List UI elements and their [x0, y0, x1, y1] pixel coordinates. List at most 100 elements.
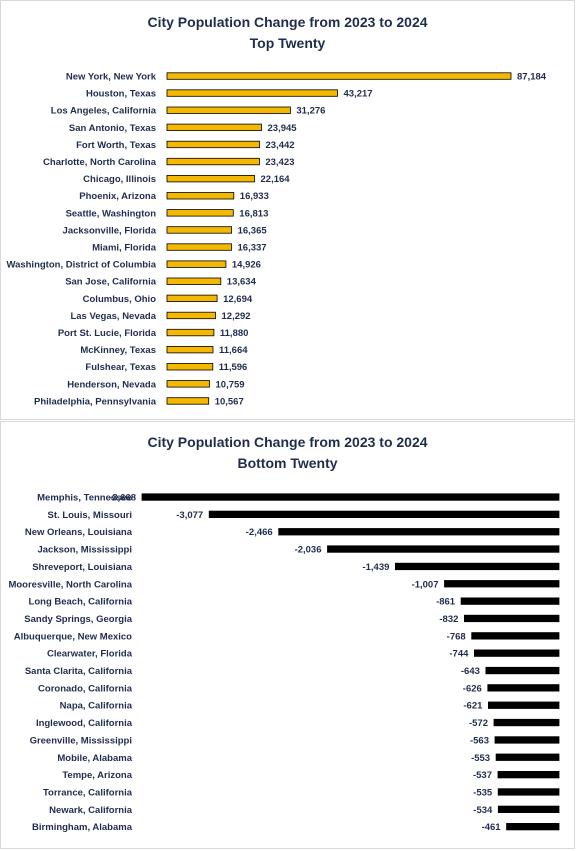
category-label: Port St. Lucie, Florida — [58, 328, 157, 339]
top-twenty-chart: City Population Change from 2023 to 2024… — [0, 0, 575, 420]
data-label: -3,077 — [176, 510, 203, 521]
category-label: Seattle, Washington — [66, 208, 157, 219]
bar — [497, 788, 560, 796]
data-label: -3,668 — [109, 493, 136, 504]
category-label: San Antonio, Texas — [69, 123, 156, 134]
data-label: -2,466 — [246, 527, 273, 538]
data-label: 43,217 — [344, 89, 373, 100]
bar — [208, 510, 560, 518]
bar — [166, 380, 210, 388]
bar — [487, 684, 560, 692]
data-label: -621 — [463, 701, 483, 712]
category-label: Houston, Texas — [86, 89, 156, 100]
data-label: -744 — [449, 649, 469, 660]
category-label: Columbus, Ohio — [83, 294, 157, 305]
bar — [497, 805, 560, 814]
data-label: 87,184 — [517, 72, 547, 83]
data-label: -643 — [461, 666, 480, 677]
data-label: -832 — [439, 614, 458, 625]
data-label: 16,337 — [238, 243, 267, 254]
data-label: 22,164 — [261, 174, 291, 185]
bar — [506, 822, 560, 831]
chart-subtitle: Bottom Twenty — [237, 455, 338, 471]
data-label: -563 — [470, 735, 489, 746]
bar — [327, 545, 560, 553]
bar — [495, 753, 560, 761]
category-label: Santa Clarita, California — [25, 666, 133, 677]
data-label: 10,759 — [216, 379, 245, 390]
data-label: -626 — [463, 683, 482, 694]
category-label: Jackson, Mississippi — [37, 545, 132, 556]
data-label: 31,276 — [296, 106, 325, 117]
bar — [141, 493, 560, 501]
data-label: 16,933 — [240, 191, 269, 202]
bar — [166, 363, 214, 371]
bar — [485, 666, 560, 675]
bar — [166, 140, 260, 149]
chart-title: City Population Change from 2023 to 2024 — [147, 434, 428, 450]
bar — [166, 294, 218, 303]
data-label: -2,036 — [295, 545, 322, 556]
category-label: Clearwater, Florida — [47, 649, 133, 660]
bottom-twenty-plot: Memphis, Tennessee-3,668 St. Louis, Misso… — [8, 493, 560, 833]
category-label: Washington, District of Columbia — [6, 260, 156, 271]
data-label: -861 — [436, 597, 456, 608]
chart-title: City Population Change from 2023 to 2024 — [147, 14, 428, 30]
data-label: 11,596 — [219, 362, 248, 373]
bar — [166, 260, 227, 268]
category-label: Napa, California — [60, 701, 133, 712]
category-label: San Jose, California — [65, 277, 157, 288]
category-label: Coronado, California — [38, 683, 133, 694]
data-label: -537 — [473, 770, 492, 781]
bar — [166, 72, 512, 80]
bar — [473, 649, 560, 657]
category-label: McKinney, Texas — [80, 345, 156, 356]
category-label: Los Angeles, California — [51, 106, 157, 117]
bar — [166, 157, 260, 166]
data-label: 23,442 — [266, 140, 295, 151]
data-label: 23,423 — [265, 157, 294, 168]
data-label: 13,634 — [227, 277, 257, 288]
category-label: Phoenix, Arizona — [79, 191, 156, 202]
bar — [493, 718, 560, 727]
bar — [166, 226, 232, 234]
bar — [166, 311, 216, 320]
data-label: -553 — [471, 753, 490, 764]
bar — [166, 397, 210, 405]
data-label: 11,664 — [219, 345, 248, 356]
bar — [166, 243, 232, 251]
category-label: Torrance, California — [43, 788, 133, 799]
top-twenty-plot: New York, New York 87,184 Houston, Texas 43… — [6, 72, 547, 408]
bar — [278, 528, 560, 536]
data-label: -1,007 — [412, 579, 439, 590]
category-label: Albuquerque, New Mexico — [14, 631, 132, 642]
bar — [166, 192, 235, 200]
data-label: 16,365 — [238, 225, 268, 236]
bar — [166, 123, 262, 131]
category-label: Sandy Springs, Georgia — [24, 614, 132, 625]
category-label: Mobile, Alabama — [57, 753, 132, 764]
category-label: Fort Worth, Texas — [76, 140, 156, 151]
category-label: Birmingham, Alabama — [32, 822, 133, 833]
bar — [166, 328, 215, 337]
category-label: New Orleans, Louisiana — [25, 527, 133, 538]
data-label: -461 — [482, 822, 502, 833]
category-label: Memphis, Tennessee — [37, 493, 132, 504]
bar — [394, 562, 560, 571]
category-label: Fulshear, Texas — [85, 362, 156, 373]
category-label: Henderson, Nevada — [67, 379, 156, 390]
chart-subtitle: Top Twenty — [249, 35, 326, 51]
bar — [463, 614, 560, 623]
category-label: Chicago, Illinois — [83, 174, 156, 185]
bar — [166, 89, 338, 97]
category-label: Inglewood, California — [36, 718, 133, 729]
data-label: 12,292 — [222, 311, 251, 322]
data-label: 11,880 — [220, 328, 249, 339]
data-label: 10,567 — [215, 396, 244, 407]
data-label: 23,945 — [268, 123, 298, 134]
category-label: Long Beach, California — [29, 597, 133, 608]
category-label: Miami, Florida — [92, 243, 157, 254]
bar — [494, 736, 560, 744]
bar — [487, 701, 560, 709]
data-label: -572 — [469, 718, 488, 729]
